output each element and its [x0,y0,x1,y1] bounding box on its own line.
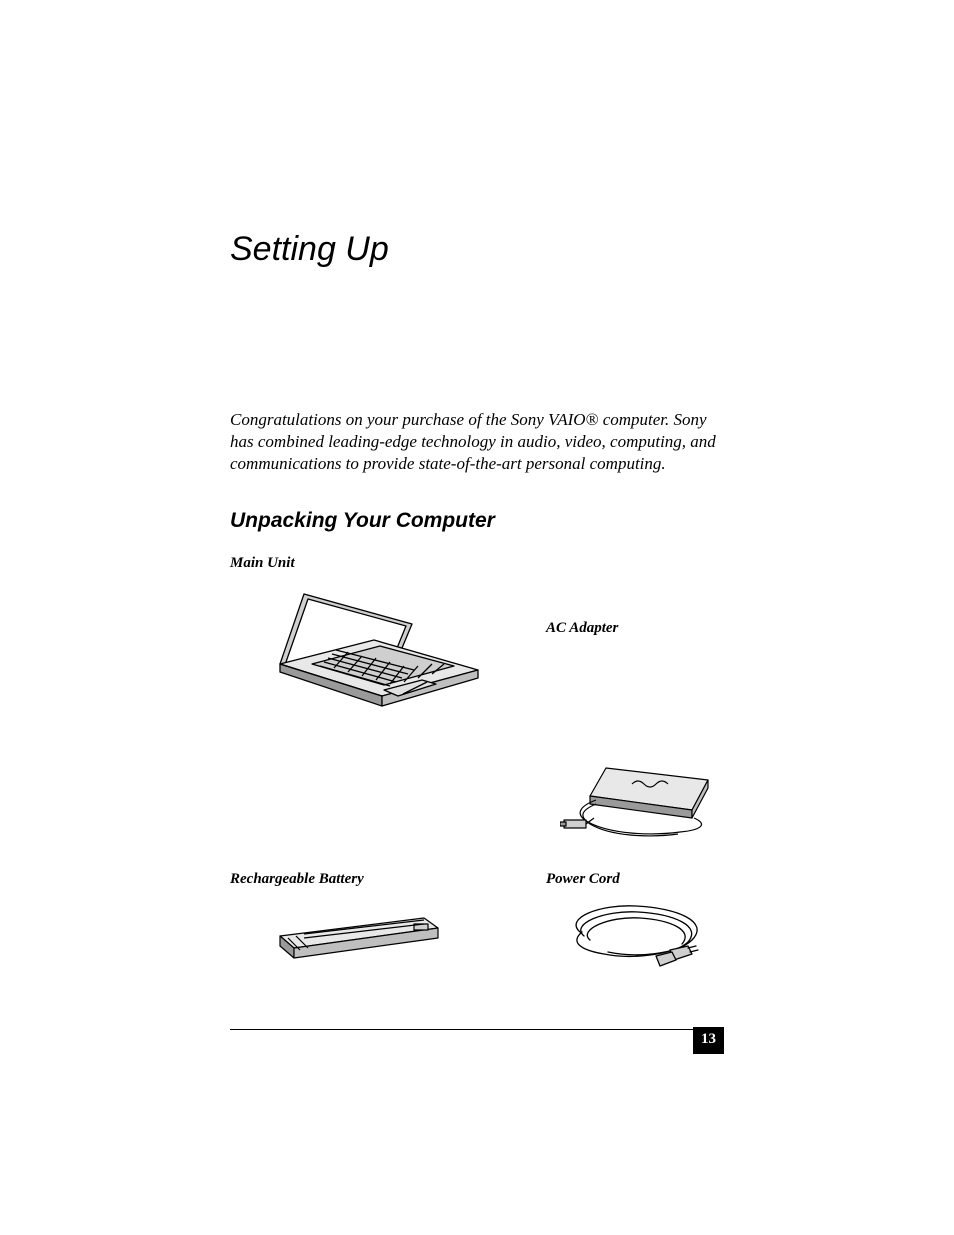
page-footer: 13 [230,1029,724,1030]
battery-illustration [230,888,540,978]
ac-adapter-label: AC Adapter [546,572,724,756]
battery-label: Rechargeable Battery [230,855,540,888]
main-unit-label: Main Unit [230,555,540,572]
section-heading: Unpacking Your Computer [230,509,724,533]
footer-rule [230,1029,724,1030]
chapter-title: Setting Up [230,230,724,269]
power-cord-illustration [546,888,724,978]
page-number: 13 [693,1027,724,1054]
unpacking-items-grid: Main Unit [230,555,724,978]
intro-paragraph: Congratulations on your purchase of the … [230,409,724,475]
laptop-illustration [230,572,540,756]
ac-adapter-illustration [546,756,724,855]
power-cord-label: Power Cord [546,855,724,888]
